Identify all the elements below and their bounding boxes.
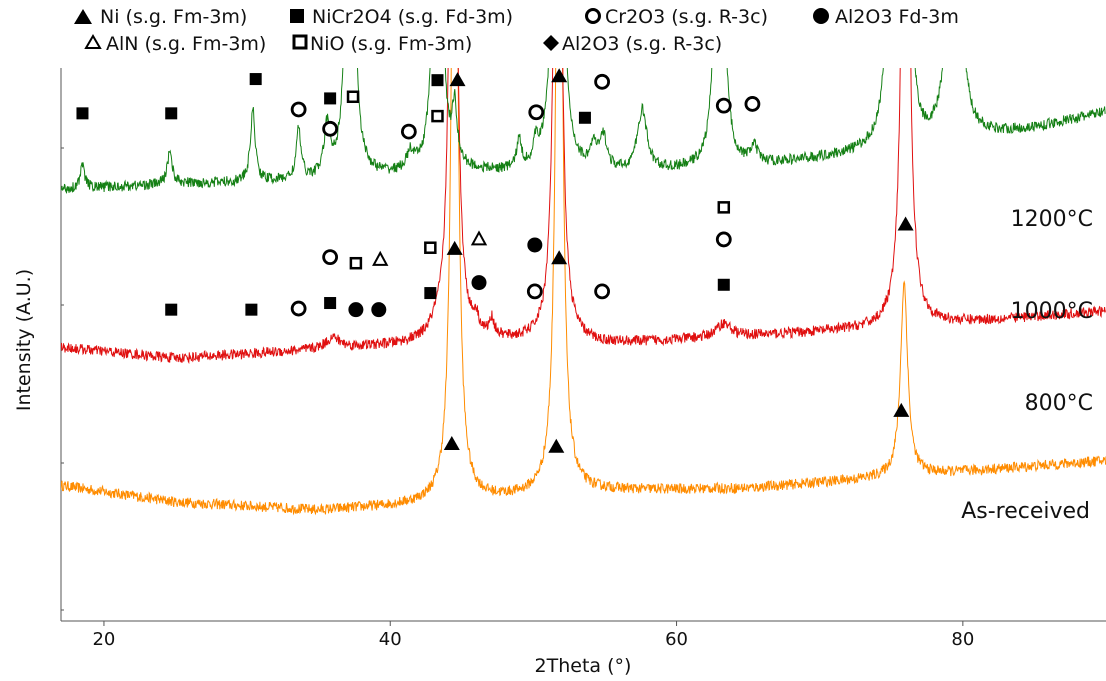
legend-label-nio: NiO (s.g. Fm-3m) <box>310 33 472 55</box>
legend-label-aln: AlN (s.g. Fm-3m) <box>106 33 266 55</box>
x-tick-label: 80 <box>951 629 974 650</box>
x-axis-title: 2Theta (°) <box>535 655 632 677</box>
circle-open-marker <box>715 231 732 248</box>
square-filled-marker <box>424 287 437 300</box>
square-open-marker <box>431 109 444 123</box>
square-filled-marker <box>950 40 962 52</box>
series-group <box>61 68 1106 516</box>
legend: Ni (s.g. Fm-3m) NiCr2O4 (s.g. Fd-3m) Cr2… <box>74 6 959 55</box>
filled-circle-icon <box>813 8 829 24</box>
filled-diamond-icon <box>543 35 559 51</box>
series-label-800c: 800°C <box>1025 391 1093 416</box>
legend-label-al2o3-fd: Al2O3 Fd-3m <box>835 6 959 28</box>
square-filled-marker <box>578 111 591 124</box>
series-label-as-received: As-received <box>961 499 1090 524</box>
triangle-filled-marker <box>551 250 568 265</box>
triangle-filled-marker <box>893 402 910 417</box>
circle-open-marker <box>715 97 732 114</box>
circle-filled-marker <box>371 302 387 318</box>
legend-item-al2o3-r3c: Al2O3 (s.g. R-3c) <box>543 33 722 55</box>
square-open-marker <box>886 44 896 54</box>
circle-open-marker <box>400 123 417 140</box>
square-filled-marker <box>245 303 258 316</box>
legend-label-ni: Ni (s.g. Fm-3m) <box>100 6 247 28</box>
square-open-marker <box>349 256 363 270</box>
series-label-1200c: 1200°C <box>1011 207 1093 232</box>
circle-filled-marker <box>348 302 364 318</box>
triangle-filled-marker <box>903 43 919 57</box>
legend-item-nicr2o4: NiCr2O4 (s.g. Fd-3m) <box>290 6 513 28</box>
square-filled-marker <box>324 297 337 310</box>
phase-markers <box>76 40 962 453</box>
legend-item-al2o3-fd: Al2O3 Fd-3m <box>813 6 959 28</box>
circle-open-marker <box>322 120 339 137</box>
circle-open-marker <box>594 283 611 300</box>
open-circle-icon <box>585 8 601 24</box>
circle-open-marker <box>744 96 761 112</box>
square-filled-marker <box>249 73 262 86</box>
circle-open-marker <box>322 249 339 266</box>
triangle-open-marker <box>372 250 389 266</box>
square-filled-marker <box>717 278 730 291</box>
open-square-icon <box>292 34 308 50</box>
legend-item-nio: NiO (s.g. Fm-3m) <box>292 33 472 55</box>
legend-item-aln: AlN (s.g. Fm-3m) <box>84 33 266 55</box>
x-axis-ticks: 20 40 60 80 <box>92 621 974 650</box>
square-filled-marker <box>76 107 89 120</box>
x-tick-label: 40 <box>379 629 402 650</box>
square-filled-marker <box>431 74 444 87</box>
open-triangle-icon <box>84 34 102 49</box>
axes <box>60 68 1106 622</box>
series-label-1000c: 1000°C <box>1011 299 1093 324</box>
legend-label-nicr2o4: NiCr2O4 (s.g. Fd-3m) <box>312 6 513 28</box>
circle-open-marker <box>526 283 543 300</box>
square-open-marker <box>717 201 731 214</box>
square-filled-marker <box>638 55 650 67</box>
square-filled-marker <box>165 107 178 120</box>
triangle-filled-marker <box>897 216 914 231</box>
series-line-1 <box>61 68 1106 365</box>
square-filled-marker <box>324 92 337 105</box>
x-tick-label: 60 <box>665 629 688 650</box>
square-filled-marker <box>718 55 730 67</box>
legend-item-cr2o3: Cr2O3 (s.g. R-3c) <box>585 6 768 28</box>
square-filled-marker <box>165 303 178 316</box>
y-axis-title: Intensity (A.U.) <box>13 269 35 411</box>
triangle-open-marker <box>470 230 488 246</box>
triangle-filled-marker <box>443 436 460 451</box>
series-line-2 <box>61 68 1106 194</box>
triangle-filled-marker <box>551 68 568 83</box>
legend-label-cr2o3: Cr2O3 (s.g. R-3c) <box>605 6 768 28</box>
circle-open-marker <box>594 73 611 90</box>
square-open-marker <box>346 90 360 104</box>
filled-square-icon <box>290 9 304 23</box>
filled-triangle-icon <box>74 9 92 24</box>
circle-open-marker <box>290 300 307 317</box>
circle-open-marker <box>290 101 307 118</box>
circle-filled-marker <box>471 275 487 291</box>
circle-open-marker <box>528 104 545 121</box>
triangle-filled-marker <box>548 438 565 453</box>
triangle-filled-marker <box>446 240 463 255</box>
legend-label-al2o3-r3c: Al2O3 (s.g. R-3c) <box>562 33 722 55</box>
square-open-marker <box>424 241 437 254</box>
circle-filled-marker <box>527 237 543 253</box>
series-line-0 <box>61 68 1106 516</box>
legend-item-ni: Ni (s.g. Fm-3m) <box>74 6 247 28</box>
x-tick-label: 20 <box>92 629 115 650</box>
triangle-filled-marker <box>449 72 466 87</box>
